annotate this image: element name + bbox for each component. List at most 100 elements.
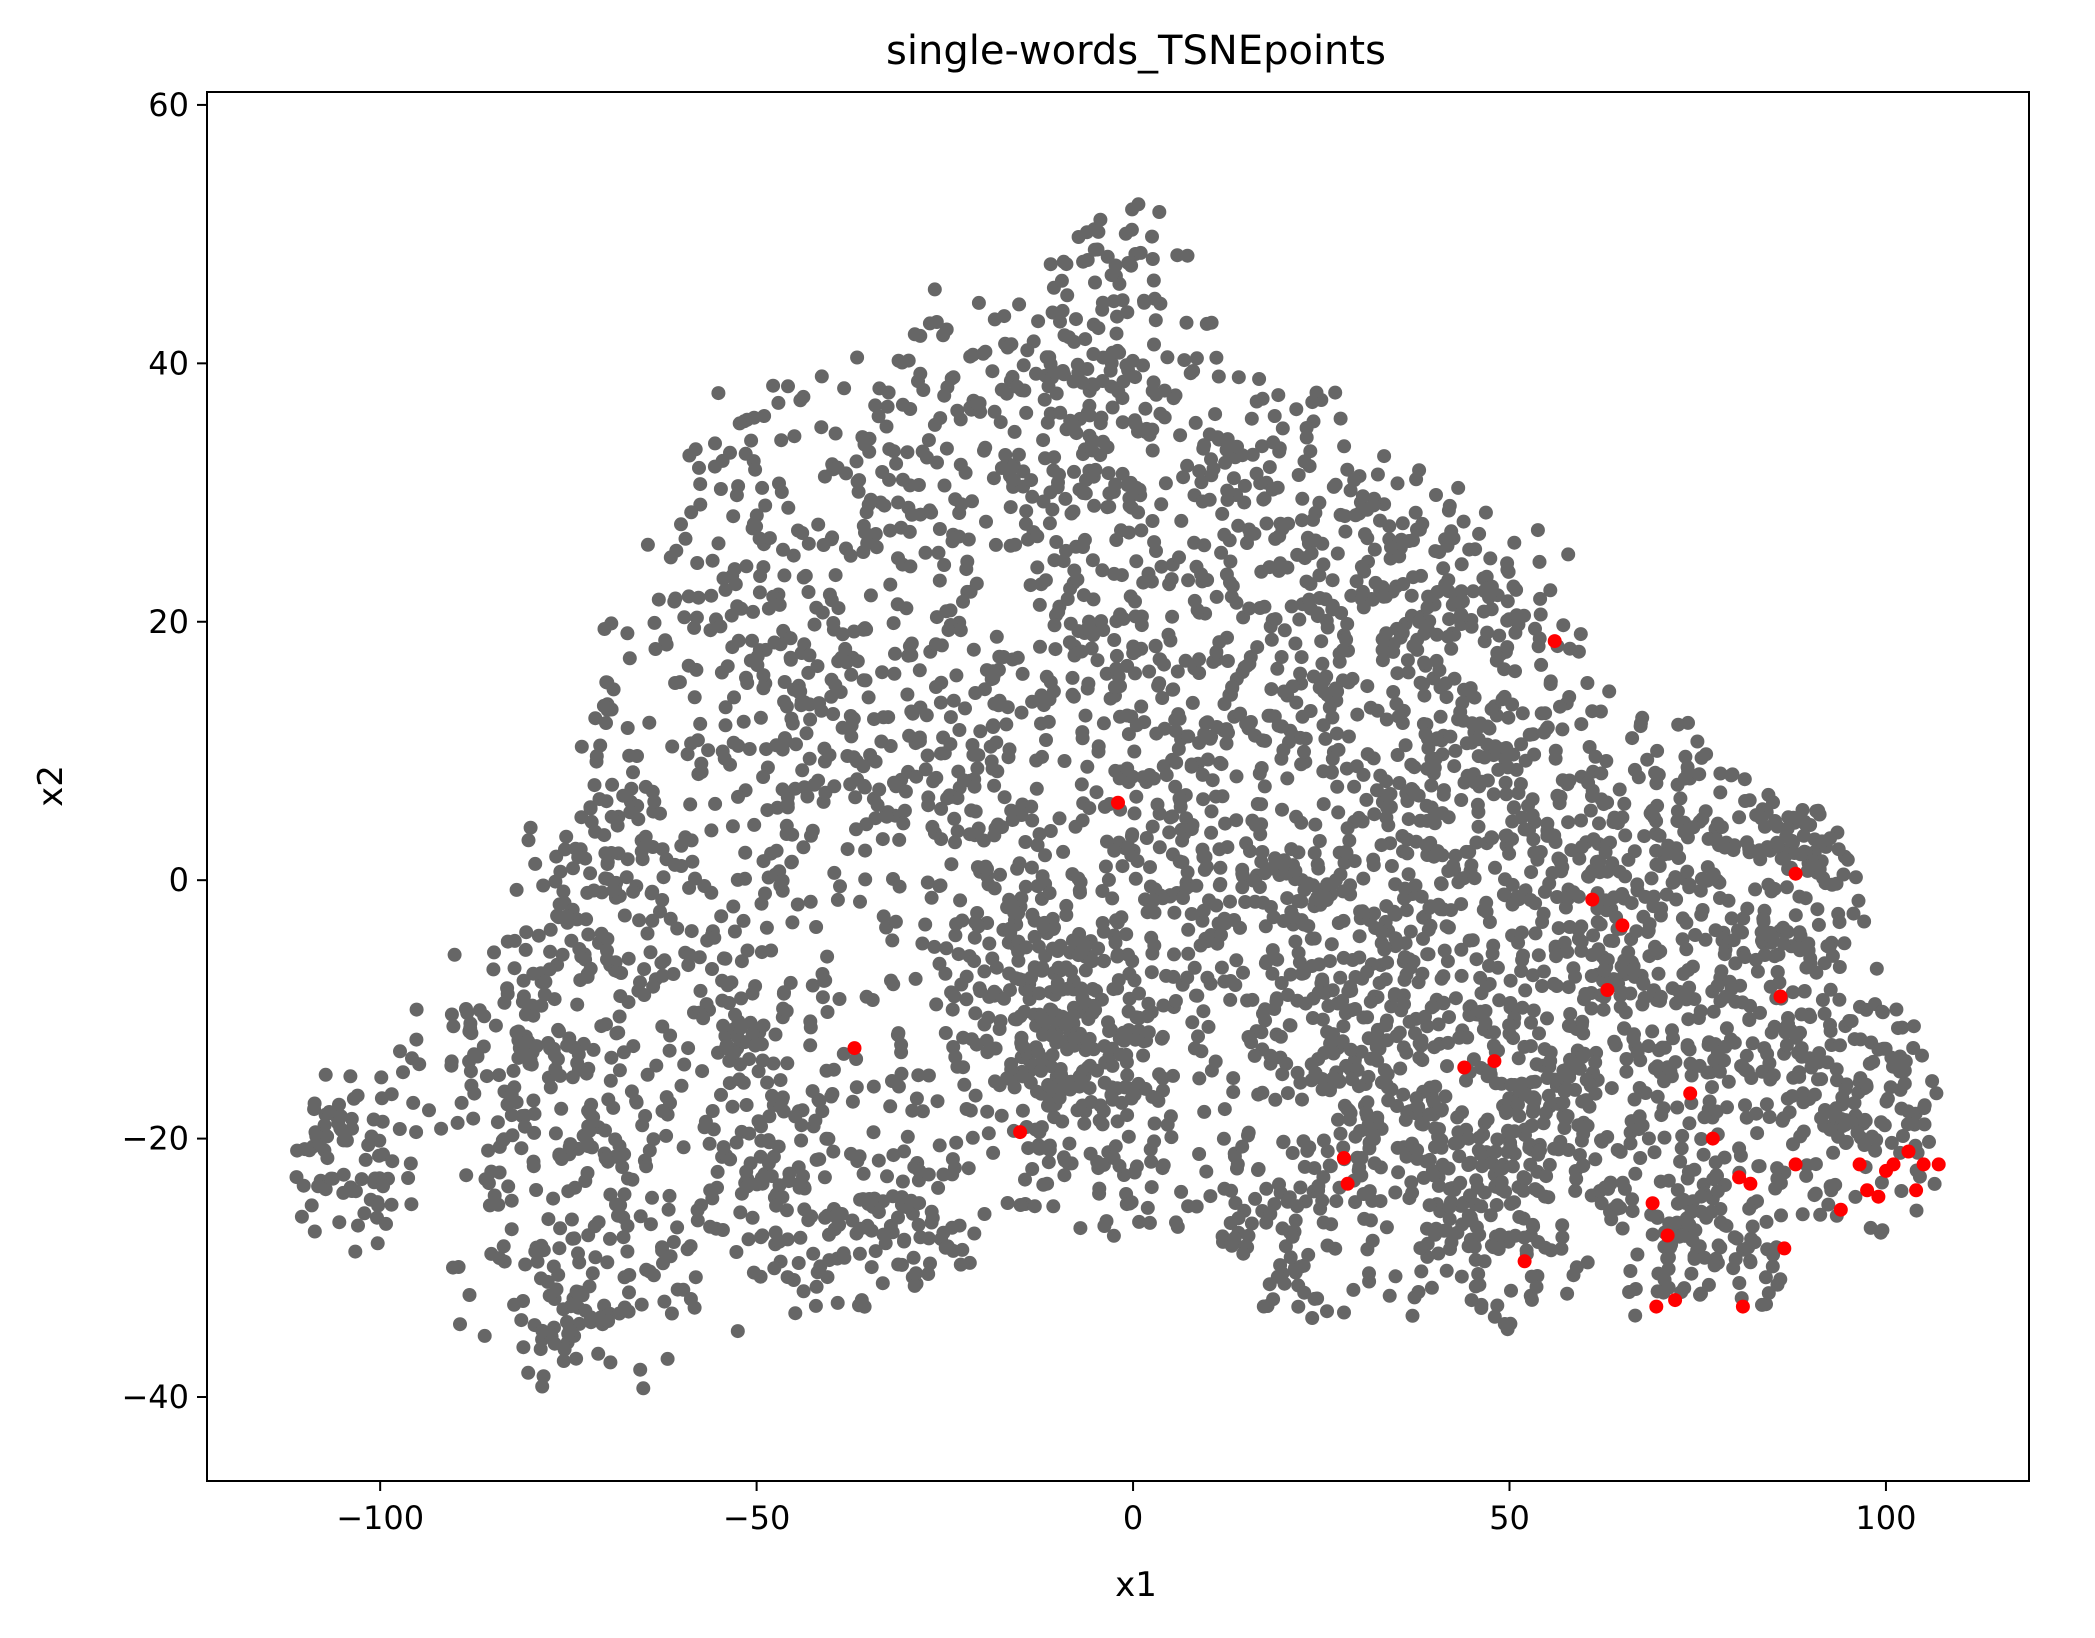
- scatter-point: [1129, 554, 1144, 569]
- scatter-point: [1018, 1172, 1032, 1187]
- scatter-point: [526, 1008, 541, 1023]
- scatter-point: [890, 597, 905, 612]
- scatter-point: [938, 1240, 953, 1255]
- scatter-point: [1509, 608, 1524, 623]
- scatter-point: [596, 698, 611, 713]
- scatter-point: [1219, 722, 1234, 737]
- scatter-point: [1525, 968, 1540, 983]
- scatter-point: [1610, 1198, 1625, 1213]
- scatter-point: [971, 295, 986, 310]
- scatter-point: [1220, 492, 1235, 507]
- scatter-point: [886, 1148, 901, 1163]
- scatter-point: [1623, 1136, 1638, 1151]
- scatter-point: [1396, 1087, 1411, 1102]
- scatter-point: [1453, 704, 1468, 719]
- scatter-point: [1810, 902, 1825, 917]
- scatter-point: [1490, 1298, 1505, 1313]
- scatter-point: [1116, 374, 1131, 389]
- scatter-point: [1261, 708, 1276, 723]
- scatter-point: [819, 1131, 834, 1146]
- scatter-point: [1706, 867, 1721, 882]
- scatter-point: [1190, 988, 1205, 1003]
- scatter-point: [1379, 712, 1394, 727]
- scatter-point: [1594, 766, 1609, 781]
- scatter-point: [1694, 1286, 1708, 1301]
- scatter-point: [1025, 907, 1040, 922]
- scatter-point: [926, 774, 941, 789]
- scatter-point: [1397, 997, 1411, 1012]
- scatter-point: [1390, 476, 1405, 491]
- scatter-point: [1752, 843, 1767, 858]
- scatter-point: [1832, 992, 1847, 1007]
- scatter-point: [1284, 842, 1299, 857]
- scatter-point: [1360, 1010, 1375, 1025]
- scatter-point: [1121, 256, 1136, 270]
- scatter-point: [1048, 642, 1063, 657]
- scatter-point: [1133, 245, 1148, 260]
- scatter-point: [404, 1197, 419, 1212]
- scatter-point: [1408, 505, 1423, 520]
- scatter-point: [484, 1164, 499, 1179]
- scatter-point: [1749, 1106, 1764, 1121]
- scatter-point: [1051, 960, 1066, 975]
- scatter-point: [536, 1369, 551, 1384]
- highlight-point: [1615, 918, 1630, 933]
- scatter-point: [1439, 1263, 1454, 1278]
- scatter-point: [1270, 661, 1285, 676]
- scatter-point: [563, 1323, 578, 1338]
- scatter-point: [968, 686, 983, 700]
- scatter-point: [693, 716, 708, 731]
- scatter-point: [1460, 1030, 1475, 1045]
- scatter-point: [1704, 1204, 1719, 1219]
- scatter-point: [952, 506, 967, 520]
- scatter-point: [1187, 1041, 1202, 1056]
- scatter-point: [1517, 1230, 1532, 1245]
- scatter-point: [815, 990, 830, 1005]
- scatter-point: [1484, 702, 1499, 717]
- scatter-point: [1369, 1035, 1384, 1050]
- scatter-point: [526, 1159, 541, 1174]
- scatter-point: [875, 832, 890, 847]
- scatter-point: [1000, 1071, 1014, 1086]
- scatter-point: [1162, 825, 1177, 840]
- scatter-point: [1341, 729, 1356, 744]
- scatter-point: [626, 1039, 641, 1054]
- scatter-point: [1798, 891, 1813, 906]
- scatter-point: [1857, 914, 1872, 929]
- scatter-point: [654, 955, 669, 970]
- scatter-point: [994, 461, 1009, 475]
- scatter-point: [1233, 706, 1248, 721]
- scatter-point: [1045, 1048, 1060, 1062]
- scatter-point: [1738, 1098, 1752, 1113]
- scatter-point: [1463, 1155, 1478, 1170]
- scatter-point: [1662, 1216, 1677, 1231]
- scatter-point: [1384, 540, 1398, 555]
- scatter-point: [1381, 1093, 1396, 1108]
- scatter-point: [1346, 1282, 1361, 1297]
- highlight-point: [1705, 1131, 1720, 1146]
- scatter-point: [1415, 516, 1430, 531]
- scatter-point: [1618, 1005, 1633, 1020]
- scatter-point: [657, 1294, 672, 1309]
- scatter-point: [1027, 1199, 1042, 1214]
- scatter-point: [1752, 809, 1767, 824]
- scatter-point: [543, 944, 558, 959]
- scatter-point: [1439, 919, 1454, 934]
- scatter-point: [804, 828, 818, 843]
- scatter-point: [907, 327, 922, 342]
- scatter-point: [1823, 982, 1838, 997]
- scatter-point: [897, 803, 912, 818]
- highlight-point: [1600, 983, 1615, 997]
- scatter-point: [1561, 1018, 1576, 1033]
- scatter-point: [808, 1113, 823, 1128]
- scatter-point: [574, 739, 589, 754]
- scatter-point: [1818, 876, 1833, 891]
- scatter-point: [716, 571, 731, 586]
- scatter-point: [747, 817, 762, 832]
- scatter-point: [1469, 952, 1484, 967]
- scatter-point: [1720, 1100, 1734, 1115]
- scatter-point: [1584, 969, 1599, 983]
- scatter-point: [1156, 998, 1171, 1013]
- scatter-point: [1356, 767, 1371, 782]
- scatter-point: [1144, 1154, 1159, 1169]
